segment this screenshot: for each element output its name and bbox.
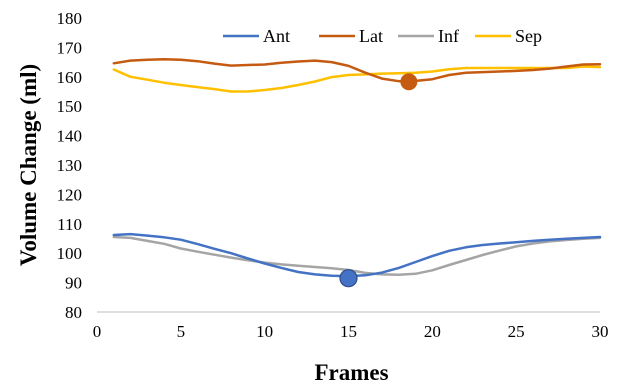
y-tick-label: 110 xyxy=(57,215,82,234)
series-lines xyxy=(112,57,602,278)
y-tick-label: 80 xyxy=(65,303,82,322)
marker-ant xyxy=(339,269,358,288)
legend-label-lat: Lat xyxy=(359,26,383,46)
y-tick-label: 160 xyxy=(57,68,83,87)
series-line-inf xyxy=(112,235,602,276)
x-axis-title: Frames xyxy=(314,360,388,385)
series-markers xyxy=(339,73,418,288)
x-tick-label: 0 xyxy=(93,322,102,341)
marker-lat xyxy=(400,73,418,91)
x-tick-label: 10 xyxy=(256,322,273,341)
x-tick-labels: 0 5 10 15 20 25 30 xyxy=(93,322,609,341)
series-line-ant xyxy=(112,232,602,278)
x-tick-label: 20 xyxy=(424,322,441,341)
y-tick-label: 90 xyxy=(65,274,82,293)
legend-label-ant: Ant xyxy=(263,26,290,46)
y-tick-label: 100 xyxy=(57,244,83,263)
y-tick-label: 170 xyxy=(57,38,83,57)
series-line-sep xyxy=(112,65,602,93)
x-tick-label: 15 xyxy=(340,322,357,341)
legend-label-inf: Inf xyxy=(438,26,459,46)
y-tick-labels: 80 90 100 110 120 130 140 150 160 170 180 xyxy=(57,9,83,322)
x-tick-label: 25 xyxy=(508,322,525,341)
y-tick-label: 120 xyxy=(57,185,83,204)
legend-label-sep: Sep xyxy=(515,26,542,46)
y-tick-label: 130 xyxy=(57,156,83,175)
y-tick-label: 150 xyxy=(57,97,83,116)
legend: Ant Lat Inf Sep xyxy=(223,26,542,46)
x-tick-label: 30 xyxy=(592,322,609,341)
y-axis-title: Volume Change (ml) xyxy=(16,64,41,266)
y-tick-label: 140 xyxy=(57,127,83,146)
x-tick-label: 5 xyxy=(177,322,186,341)
y-tick-label: 180 xyxy=(57,9,83,28)
series-line-lat xyxy=(112,57,602,83)
